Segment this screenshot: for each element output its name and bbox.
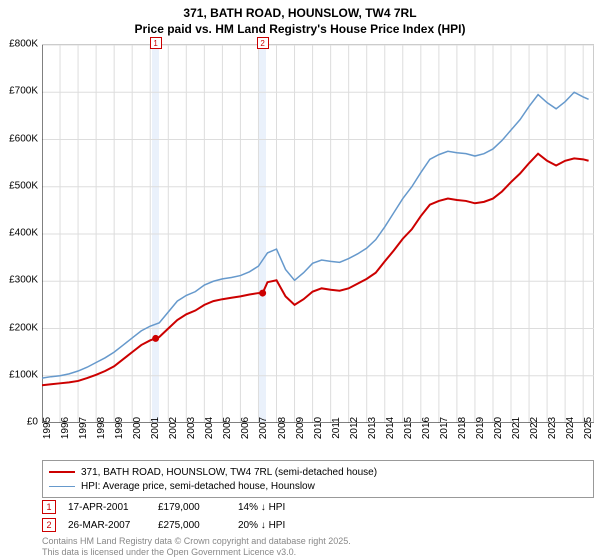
- x-tick-label: 2009: [295, 417, 306, 439]
- y-tick-label: £400K: [9, 228, 38, 239]
- y-tick-label: £100K: [9, 369, 38, 380]
- x-tick-label: 2014: [385, 417, 396, 439]
- x-tick-label: 2006: [240, 417, 251, 439]
- x-tick-label: 2024: [565, 417, 576, 439]
- title-line-2: Price paid vs. HM Land Registry's House …: [0, 22, 600, 36]
- x-tick-label: 1998: [96, 417, 107, 439]
- x-tick-label: 2005: [222, 417, 233, 439]
- legend-item: 371, BATH ROAD, HOUNSLOW, TW4 7RL (semi-…: [49, 465, 587, 479]
- chart-marker-box-2: 2: [257, 37, 269, 49]
- x-tick-label: 2015: [403, 417, 414, 439]
- legend-label: 371, BATH ROAD, HOUNSLOW, TW4 7RL (semi-…: [81, 467, 377, 478]
- y-tick-label: £200K: [9, 322, 38, 333]
- y-tick-label: £0: [27, 417, 38, 428]
- x-tick-label: 2023: [547, 417, 558, 439]
- series-price_paid: [42, 154, 589, 386]
- x-tick-label: 1996: [60, 417, 71, 439]
- x-tick-label: 2003: [186, 417, 197, 439]
- chart-plot-area: 12: [42, 44, 594, 422]
- x-tick-label: 2010: [313, 417, 324, 439]
- footer-line-2: This data is licensed under the Open Gov…: [42, 547, 594, 558]
- y-tick-label: £300K: [9, 275, 38, 286]
- marker-table: 1 17-APR-2001£179,00014% ↓ HPI 2 26-MAR-200…: [42, 498, 594, 534]
- title-line-1: 371, BATH ROAD, HOUNSLOW, TW4 7RL: [0, 6, 600, 22]
- x-tick-label: 2025: [583, 417, 594, 439]
- footer-attribution: Contains HM Land Registry data © Crown c…: [42, 536, 594, 558]
- legend-label: HPI: Average price, semi-detached house,…: [81, 481, 315, 492]
- marker-table-row: 2 26-MAR-2007£275,00020% ↓ HPI: [42, 516, 594, 534]
- y-tick-label: £500K: [9, 180, 38, 191]
- marker-table-row: 1 17-APR-2001£179,00014% ↓ HPI: [42, 498, 594, 516]
- x-tick-label: 2020: [493, 417, 504, 439]
- chart-marker-box-1: 1: [150, 37, 162, 49]
- x-tick-label: 2008: [277, 417, 288, 439]
- y-axis: £0£100K£200K£300K£400K£500K£600K£700K£80…: [0, 44, 42, 422]
- legend-swatch: [49, 486, 75, 487]
- marker-date: 17-APR-2001: [68, 502, 158, 513]
- x-tick-label: 2018: [457, 417, 468, 439]
- marker-id-box: 2: [42, 518, 56, 532]
- series-hpi: [42, 92, 589, 378]
- marker-diff: 14% ↓ HPI: [238, 502, 285, 513]
- x-tick-label: 2021: [511, 417, 522, 439]
- y-tick-label: £700K: [9, 86, 38, 97]
- x-tick-label: 2007: [258, 417, 269, 439]
- marker-diff: 20% ↓ HPI: [238, 520, 285, 531]
- legend-swatch: [49, 471, 75, 473]
- x-tick-label: 2012: [349, 417, 360, 439]
- marker-price: £179,000: [158, 502, 238, 513]
- x-tick-label: 2022: [529, 417, 540, 439]
- chart-legend: 371, BATH ROAD, HOUNSLOW, TW4 7RL (semi-…: [42, 460, 594, 498]
- x-tick-label: 2002: [168, 417, 179, 439]
- x-tick-label: 2019: [475, 417, 486, 439]
- x-tick-label: 2000: [132, 417, 143, 439]
- x-tick-label: 1997: [78, 417, 89, 439]
- legend-item: HPI: Average price, semi-detached house,…: [49, 479, 587, 493]
- footer-line-1: Contains HM Land Registry data © Crown c…: [42, 536, 594, 547]
- marker-dot-1: [152, 335, 159, 342]
- marker-price: £275,000: [158, 520, 238, 531]
- x-tick-label: 2013: [367, 417, 378, 439]
- x-tick-label: 1995: [42, 417, 53, 439]
- x-axis: 1995199619971998199920002001200220032004…: [42, 422, 594, 458]
- marker-id-box: 1: [42, 500, 56, 514]
- x-tick-label: 2011: [331, 417, 342, 439]
- y-tick-label: £800K: [9, 39, 38, 50]
- x-tick-label: 2004: [204, 417, 215, 439]
- marker-dot-2: [259, 290, 266, 297]
- x-tick-label: 2001: [150, 417, 161, 439]
- x-tick-label: 1999: [114, 417, 125, 439]
- chart-title-block: 371, BATH ROAD, HOUNSLOW, TW4 7RL Price …: [0, 0, 600, 38]
- x-tick-label: 2016: [421, 417, 432, 439]
- x-tick-label: 2017: [439, 417, 450, 439]
- chart-svg: [42, 45, 594, 423]
- y-tick-label: £600K: [9, 133, 38, 144]
- marker-date: 26-MAR-2007: [68, 520, 158, 531]
